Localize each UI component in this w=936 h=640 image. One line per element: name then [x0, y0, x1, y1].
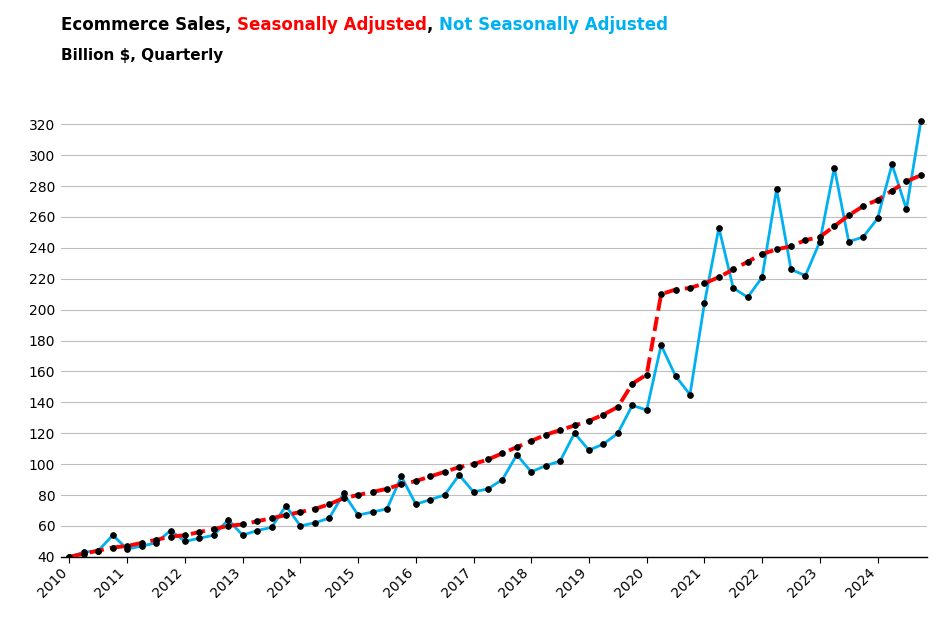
Text: Ecommerce Sales,: Ecommerce Sales,: [61, 16, 237, 34]
Text: ,: ,: [427, 16, 439, 34]
Text: Not Seasonally Adjusted: Not Seasonally Adjusted: [439, 16, 668, 34]
Text: Billion $, Quarterly: Billion $, Quarterly: [61, 48, 223, 63]
Text: Seasonally Adjusted: Seasonally Adjusted: [237, 16, 427, 34]
